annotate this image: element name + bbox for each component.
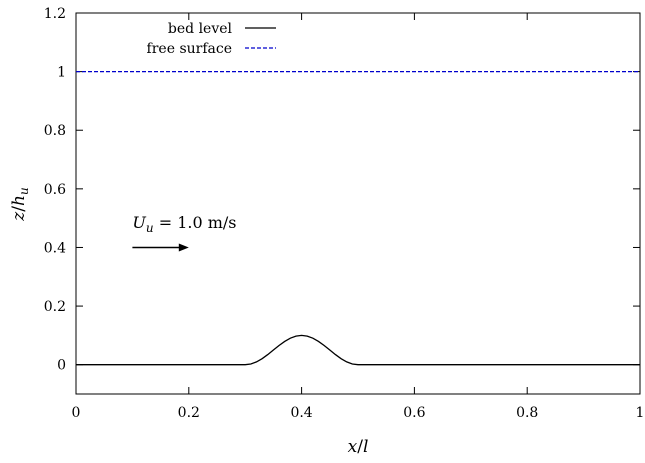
x-tick-label: 0.4	[290, 405, 312, 421]
velocity-value: = 1.0 m/s	[154, 213, 237, 232]
x-tick-label: 1	[636, 405, 645, 421]
y-tick-label: 0.6	[44, 182, 66, 198]
y-axis-label-var-h: h	[9, 195, 29, 206]
y-axis-label-var-z: z	[9, 211, 29, 222]
x-axis-label-var-x: x	[348, 437, 358, 457]
x-axis-label-slash: /	[357, 437, 363, 457]
annotation-layer: Uu = 1.0 m/s	[132, 213, 237, 252]
legend: bed level free surface	[147, 21, 276, 57]
x-tick-label: 0.2	[178, 405, 200, 421]
y-axis-ticks: 0 0.2 0.4 0.6 0.8 1 1.2	[44, 6, 640, 374]
flow-arrow-head	[178, 243, 189, 252]
series-line-bed-level	[76, 334, 640, 366]
y-tick-label: 0.8	[44, 123, 66, 139]
x-tick-label: 0.8	[516, 405, 538, 421]
plot-frame	[75, 12, 641, 395]
series-layer	[76, 70, 640, 366]
y-tick-label: 1	[57, 65, 66, 81]
y-tick-label: 0	[57, 358, 66, 374]
x-axis-label: x/l	[348, 437, 369, 457]
velocity-annotation: Uu = 1.0 m/s	[132, 213, 236, 235]
y-tick-label: 1.2	[44, 6, 66, 22]
x-axis-ticks: 0 0.2 0.4 0.6 0.8 1	[72, 13, 645, 421]
velocity-subscript: u	[146, 221, 154, 235]
y-axis-label: z/hu	[9, 187, 31, 221]
x-tick-label: 0	[72, 405, 81, 421]
y-axis-label-slash: /	[9, 206, 29, 212]
velocity-symbol: U	[132, 213, 146, 232]
y-axis-label-sub-u: u	[17, 187, 31, 195]
legend-label: free surface	[147, 41, 232, 57]
x-axis-label-var-l: l	[363, 437, 368, 457]
y-tick-label: 0.4	[44, 240, 66, 256]
x-tick-label: 0.6	[403, 405, 425, 421]
legend-label: bed level	[168, 21, 233, 37]
y-tick-label: 0.2	[44, 299, 66, 315]
